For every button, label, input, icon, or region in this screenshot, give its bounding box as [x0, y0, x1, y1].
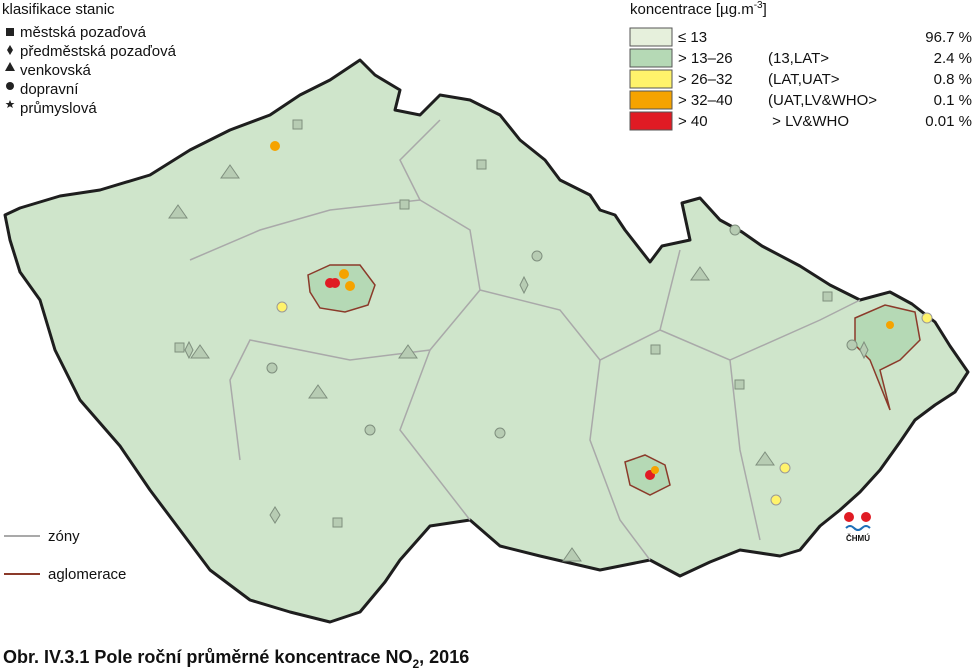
class-share: 0.1 % — [934, 92, 972, 109]
class-range: ≤ 13 — [678, 29, 707, 46]
class-range: > 26–32 — [678, 71, 733, 88]
class-share: 96.7 % — [925, 29, 972, 46]
station-type: předměstská pozaďová — [20, 43, 177, 60]
icon-star — [5, 100, 15, 108]
class-range: > 13–26 — [678, 50, 733, 67]
agglomerations-label: aglomerace — [48, 566, 126, 583]
title-suffix: ] — [763, 1, 767, 18]
country-area — [3, 58, 970, 624]
class-interval: (LAT,UAT> — [768, 71, 840, 88]
concentration-legend-title: koncentrace [µg.m-3] — [630, 0, 767, 18]
class-swatch — [629, 69, 673, 89]
class-interval: (13,LAT> — [768, 50, 829, 67]
caption-suffix: , 2016 — [419, 647, 469, 667]
station-legend: městská pozaďová předměstská pozaďová venk… — [20, 24, 177, 117]
station-legend-title: klasifikace stanic — [2, 1, 115, 18]
class-swatch — [629, 48, 673, 68]
icon-square — [6, 28, 14, 36]
logo: ČHMÚ — [844, 512, 871, 543]
class-swatch — [629, 90, 673, 110]
station-type: městská pozaďová — [20, 24, 147, 41]
class-share: 2.4 % — [934, 50, 972, 67]
class-swatch — [629, 111, 673, 131]
icon-circle — [6, 82, 14, 90]
concentration-legend: ≤ 13 96.7 % > 13–26 (13,LAT> 2.4 % > 26–32 (LA… — [629, 27, 972, 131]
class-range: > 40 — [678, 113, 708, 130]
class-interval: > LV&WHO — [768, 113, 849, 130]
class-interval: (UAT,LV&WHO> — [768, 92, 877, 109]
class-share: 0.01 % — [925, 113, 972, 130]
station-type: venkovská — [20, 62, 92, 79]
concentration-hotspots — [270, 141, 933, 506]
stations — [168, 119, 869, 562]
caption-prefix: Obr. IV.3.1 Pole roční průměrné koncentr… — [3, 647, 412, 667]
zones-label: zóny — [48, 528, 80, 545]
caption: Obr. IV.3.1 Pole roční průměrné koncentr… — [3, 647, 469, 671]
legend-background — [620, 0, 975, 134]
station-type: průmyslová — [20, 100, 97, 117]
class-swatch — [629, 27, 673, 47]
icon-triangle — [5, 62, 15, 71]
title-sup: -3 — [754, 0, 763, 11]
icon-diamond — [7, 45, 13, 55]
logo-text: ČHMÚ — [846, 534, 870, 543]
title-prefix: koncentrace [µg.m — [630, 1, 754, 18]
caption-sub: 2 — [412, 657, 419, 671]
class-share: 0.8 % — [934, 71, 972, 88]
zone-borders — [189, 119, 861, 561]
station-type: dopravní — [20, 81, 79, 98]
class-range: > 32–40 — [678, 92, 733, 109]
